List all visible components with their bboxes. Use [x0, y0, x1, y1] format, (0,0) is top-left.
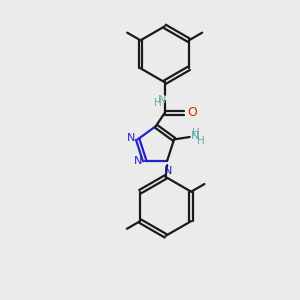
- Text: N: N: [127, 134, 135, 143]
- Text: N: N: [134, 156, 142, 166]
- Text: H: H: [197, 136, 205, 146]
- Text: N: N: [164, 166, 172, 176]
- Text: H: H: [154, 98, 162, 108]
- Text: O: O: [188, 106, 197, 119]
- Text: N: N: [158, 94, 166, 105]
- Text: H: H: [192, 128, 200, 138]
- Text: N: N: [190, 131, 199, 141]
